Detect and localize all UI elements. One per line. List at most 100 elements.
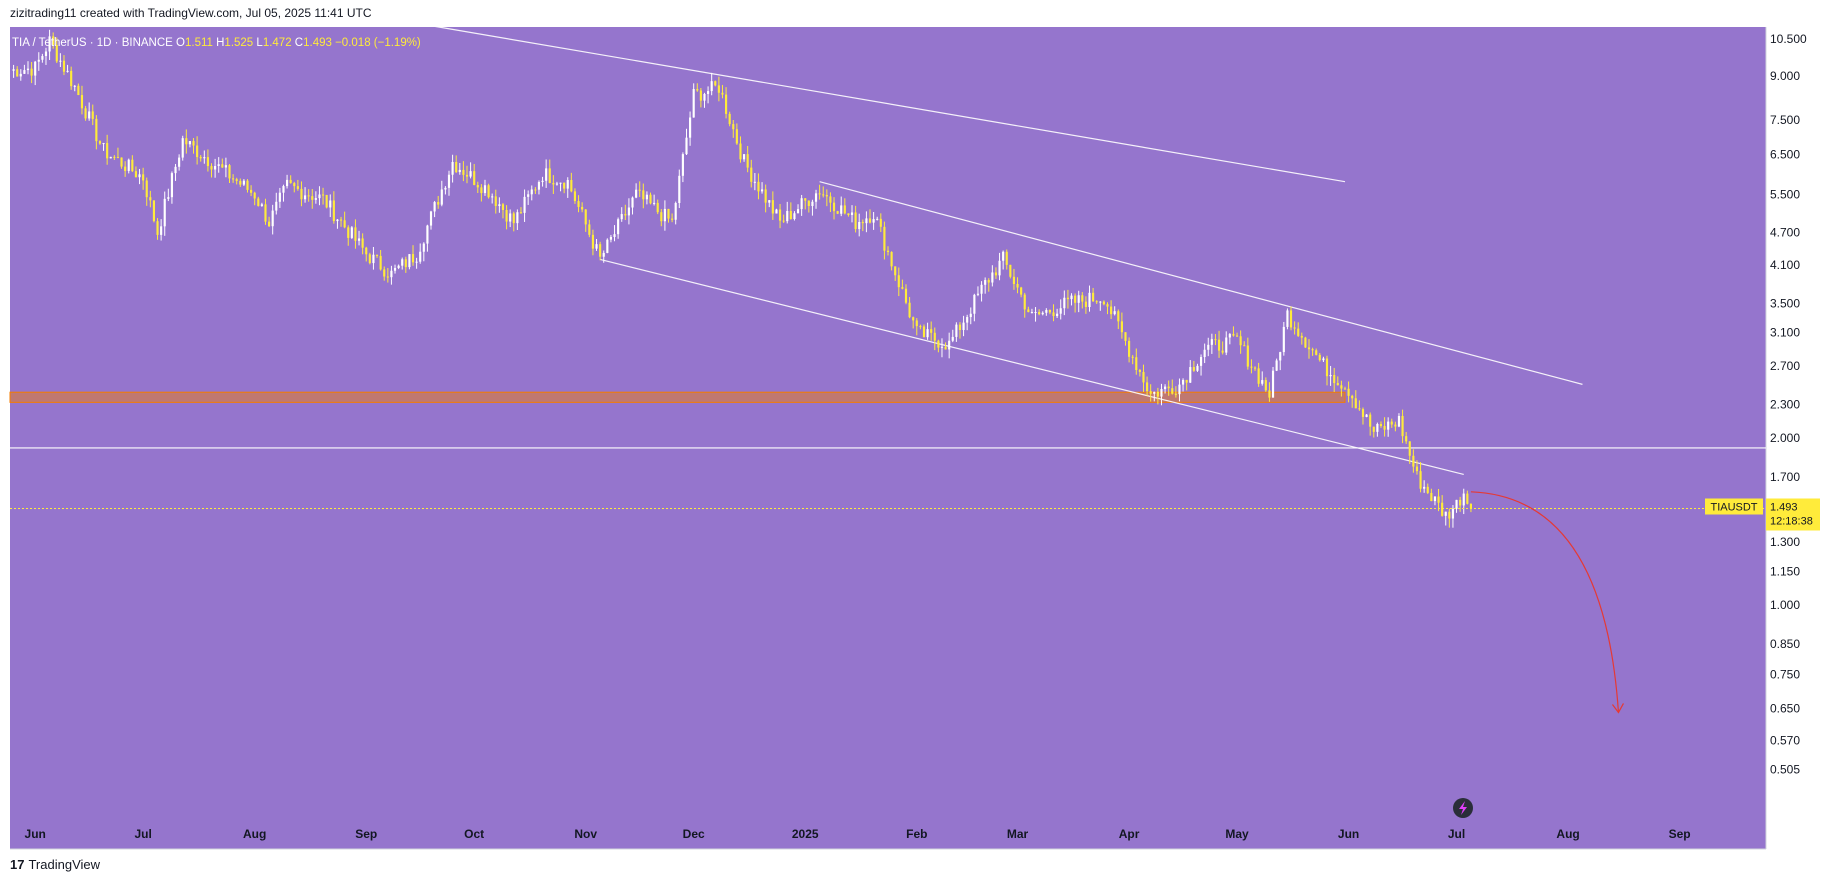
- candle-body: [433, 202, 436, 212]
- candle-body: [131, 159, 134, 172]
- candle-body: [1146, 382, 1149, 392]
- candle-body: [505, 209, 508, 222]
- candle-body: [1117, 311, 1120, 322]
- candle-body: [55, 44, 58, 62]
- candle-body: [653, 202, 656, 204]
- candle-body: [822, 194, 825, 196]
- candle-body: [804, 198, 807, 201]
- candle-body: [1110, 306, 1113, 315]
- candle-body: [88, 111, 91, 119]
- candle-body: [951, 336, 954, 341]
- candle-body: [796, 209, 800, 214]
- candle-body: [501, 204, 505, 210]
- y-tick-label: 2.700: [1770, 359, 1800, 373]
- chart-plot-area[interactable]: [10, 27, 1766, 849]
- candle-body: [1192, 367, 1195, 371]
- candle-body: [631, 197, 634, 208]
- candle-body: [948, 340, 951, 350]
- candle-body: [1336, 383, 1339, 386]
- candle-body: [937, 340, 940, 348]
- candle-body: [1307, 347, 1311, 350]
- x-tick-label: Mar: [1007, 827, 1029, 841]
- candle-body: [573, 191, 577, 202]
- candle-body: [203, 157, 206, 159]
- candle-body: [48, 36, 51, 52]
- candle-body: [347, 227, 350, 238]
- candle-body: [1246, 345, 1249, 367]
- x-tick-label: Sep: [355, 827, 377, 841]
- candle-body: [541, 180, 544, 183]
- candle-body: [1174, 393, 1177, 395]
- legend-symbol: TIA / TetherUS · 1D · BINANCE: [12, 37, 176, 49]
- candle-body: [793, 213, 796, 220]
- x-tick-label: Nov: [574, 827, 597, 841]
- candle-body: [667, 208, 670, 219]
- candle-body: [832, 202, 836, 212]
- candle-body: [1070, 295, 1073, 300]
- candle-body: [1408, 441, 1411, 456]
- y-tick-label: 6.500: [1770, 147, 1800, 161]
- tradingview-footer[interactable]: 17 TradingView: [10, 857, 100, 872]
- candle-body: [523, 196, 526, 213]
- candle-body: [483, 185, 487, 194]
- candle-body: [181, 138, 184, 158]
- price-badge-countdown: 12:18:38: [1770, 515, 1813, 527]
- candle-body: [930, 329, 933, 333]
- candle-body: [1199, 357, 1203, 366]
- y-tick-label: 2.000: [1770, 431, 1800, 445]
- candle-body: [602, 252, 605, 257]
- candle-body: [879, 218, 882, 227]
- candle-body: [818, 193, 821, 195]
- candle-body: [980, 284, 983, 294]
- candle-body: [861, 221, 864, 224]
- candle-body: [109, 156, 112, 159]
- candle-body: [1207, 344, 1210, 350]
- candle-body: [415, 261, 418, 263]
- candle-body: [1387, 421, 1390, 430]
- ohlc-legend: TIA / TetherUS · 1D · BINANCE O1.511 H1.…: [12, 37, 421, 49]
- candle-body: [1030, 312, 1034, 314]
- candle-body: [987, 280, 990, 283]
- candle-body: [221, 164, 224, 168]
- candle-body: [707, 91, 710, 94]
- candle-body: [926, 329, 929, 338]
- y-tick-label: 0.570: [1770, 733, 1800, 747]
- trendline: [416, 22, 1346, 183]
- candle-body: [1153, 391, 1156, 394]
- candle-body: [732, 124, 735, 130]
- candle-body: [1056, 313, 1059, 317]
- y-tick-label: 0.750: [1770, 667, 1800, 681]
- candle-body: [285, 179, 289, 187]
- candle-body: [721, 92, 724, 95]
- candle-body: [919, 326, 922, 328]
- candle-body: [1261, 380, 1264, 384]
- candle-body: [70, 70, 73, 87]
- candle-body: [465, 174, 469, 177]
- candle-body: [966, 317, 969, 323]
- candle-body: [142, 174, 145, 181]
- candle-body: [591, 234, 595, 249]
- y-tick-label: 2.300: [1770, 397, 1800, 411]
- candle-body: [746, 154, 749, 168]
- candle-body: [192, 141, 195, 146]
- candle-body: [1322, 358, 1325, 361]
- candle-body: [350, 227, 353, 238]
- candle-body: [1394, 424, 1397, 427]
- y-tick-label: 0.850: [1770, 637, 1800, 651]
- candle-body: [1405, 436, 1408, 442]
- candle-body: [843, 205, 846, 214]
- candle-body: [1178, 384, 1181, 395]
- trendline: [819, 181, 1583, 385]
- candle-body: [1340, 385, 1343, 389]
- candle-body: [1181, 379, 1185, 385]
- candle-body: [303, 195, 307, 200]
- candle-body: [1423, 486, 1426, 489]
- candle-body: [678, 175, 681, 203]
- candle-body: [624, 214, 627, 216]
- candle-body: [901, 287, 904, 289]
- candle-body: [1217, 339, 1221, 351]
- candle-body: [771, 200, 774, 214]
- candle-body: [760, 189, 764, 192]
- candle-body: [196, 145, 199, 158]
